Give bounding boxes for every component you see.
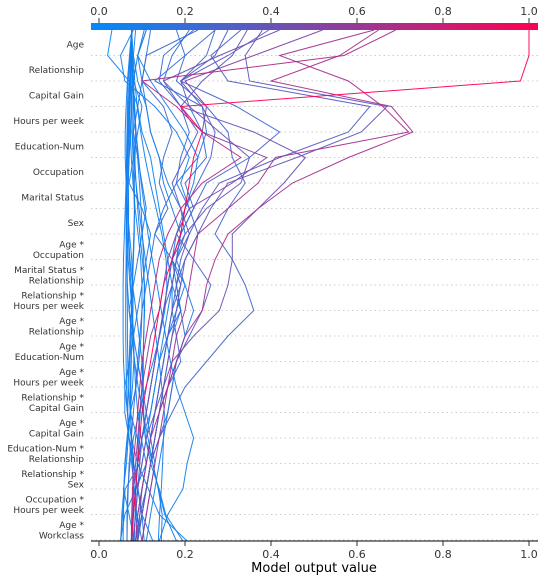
decision-line bbox=[135, 29, 255, 542]
feature-label: Occupation * Hours per week bbox=[13, 496, 84, 517]
feature-labels: Age Relationship Capital Gain Hours per wee… bbox=[7, 41, 84, 542]
decision-line bbox=[122, 29, 188, 542]
decision-line bbox=[141, 29, 410, 542]
feature-label: Age * Education-Num bbox=[15, 343, 85, 364]
feature-label: Education-Num bbox=[15, 143, 84, 153]
feature-label: Marital Status bbox=[21, 194, 84, 204]
feature-label: Relationship bbox=[29, 66, 85, 76]
feature-label: Age * Hours per week bbox=[13, 368, 84, 389]
feature-label: Age * Relationship bbox=[29, 317, 85, 338]
feature-label: Marital Status * Relationship bbox=[14, 266, 84, 287]
feature-label: Capital Gain bbox=[29, 92, 84, 102]
decision-line bbox=[137, 29, 195, 542]
decision-line bbox=[135, 29, 414, 542]
decision-line bbox=[131, 29, 145, 542]
colorbar bbox=[91, 23, 538, 30]
decision-line bbox=[125, 29, 163, 542]
top-tick-label: 1.0 bbox=[520, 5, 538, 18]
decision-line bbox=[126, 29, 168, 541]
decision-line bbox=[132, 29, 270, 542]
top-tick-label: 0.0 bbox=[90, 5, 108, 18]
feature-label: Hours per week bbox=[13, 117, 84, 127]
top-tick-label: 0.4 bbox=[262, 5, 280, 18]
feature-label: Age * Workclass bbox=[39, 521, 85, 542]
feature-label: Age bbox=[67, 41, 85, 51]
decision-line bbox=[130, 29, 396, 542]
bottom-tick-label: 0.4 bbox=[262, 548, 280, 561]
bottom-tick-label: 0.0 bbox=[90, 548, 108, 561]
decision-lines bbox=[107, 29, 530, 542]
feature-label: Relationship * Hours per week bbox=[13, 292, 84, 313]
top-tick-label: 0.8 bbox=[434, 5, 452, 18]
decision-line bbox=[130, 30, 530, 542]
top-tick-label: 0.2 bbox=[176, 5, 194, 18]
bottom-tick-label: 0.6 bbox=[348, 548, 366, 561]
bottom-tick-label: 0.2 bbox=[176, 548, 194, 561]
x-axis-title: Model output value bbox=[251, 561, 377, 576]
bottom-tick-label: 0.8 bbox=[434, 548, 452, 561]
decision-line bbox=[122, 29, 135, 542]
feature-label: Age * Capital Gain bbox=[29, 419, 85, 440]
bottom-axis: 0.0 0.2 0.4 0.6 0.8 1.0 bbox=[90, 541, 538, 561]
decision-line bbox=[137, 29, 389, 542]
feature-label: Education-Num * Relationship bbox=[7, 445, 84, 466]
feature-label: Occupation bbox=[33, 168, 84, 178]
bottom-tick-label: 1.0 bbox=[520, 548, 538, 561]
decision-line bbox=[124, 29, 152, 542]
top-axis: 0.0 0.2 0.4 0.6 0.8 1.0 bbox=[90, 5, 538, 23]
feature-label: Relationship * Capital Gain bbox=[21, 394, 84, 415]
feature-label: Sex bbox=[68, 219, 85, 229]
feature-label: Relationship * Sex bbox=[21, 470, 84, 491]
top-tick-label: 0.6 bbox=[348, 5, 366, 18]
feature-label: Age * Occupation bbox=[33, 241, 85, 262]
